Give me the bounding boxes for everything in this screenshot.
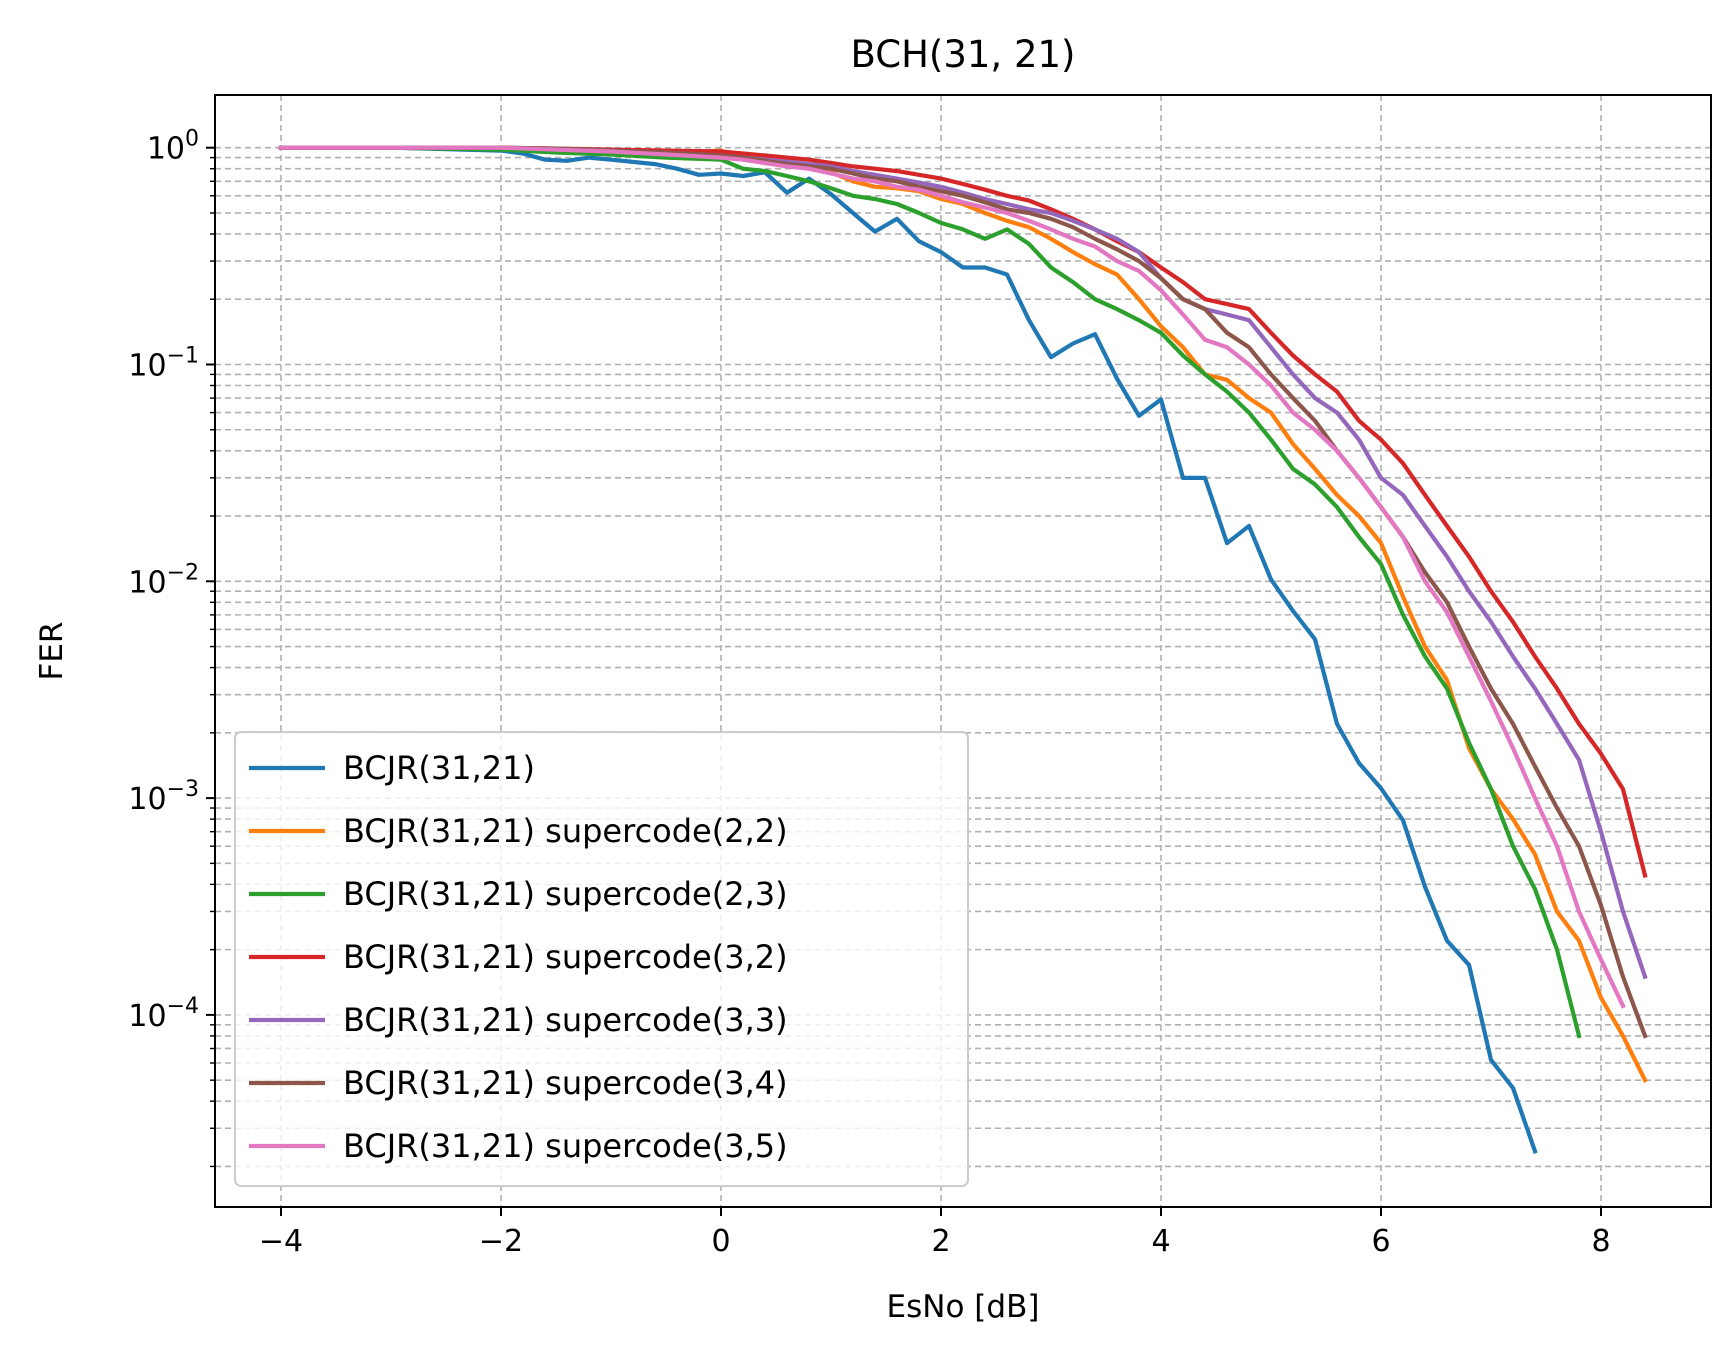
x-tick-label: 6: [1371, 1224, 1390, 1259]
chart-title: BCH(31, 21): [851, 33, 1076, 76]
y-tick-label: 100: [147, 127, 199, 167]
legend-label: BCJR(31,21) supercode(2,3): [343, 875, 788, 913]
x-tick-label: −2: [479, 1224, 523, 1259]
legend: BCJR(31,21) BCJR(31,21) supercode(2,2) BCJ…: [234, 731, 969, 1187]
legend-label: BCJR(31,21) supercode(3,5): [343, 1127, 788, 1165]
y-tick-label: 10−4: [128, 994, 199, 1034]
x-tick-label: 2: [931, 1224, 950, 1259]
series-line-7: [278, 145, 1626, 1009]
x-tick-label: 8: [1591, 1224, 1610, 1259]
series-line-3: [278, 145, 1582, 1039]
y-tick-label: 10−2: [128, 560, 199, 600]
plot-frame: [214, 94, 1712, 1208]
x-tick-label: 4: [1151, 1224, 1170, 1259]
y-tick-label: 10−3: [128, 777, 199, 817]
axis-ticks: −4 −2 0 2 4 6 8 10−4 10−3 10−2 10−1 100: [128, 127, 1610, 1259]
series-line-1: [278, 145, 1538, 1154]
series-line-4: [278, 145, 1648, 878]
legend-label: BCJR(31,21) supercode(2,2): [343, 812, 788, 850]
legend-label: BCJR(31,21): [343, 749, 535, 787]
series-line-6: [278, 145, 1648, 1039]
legend-label: BCJR(31,21) supercode(3,4): [343, 1064, 788, 1102]
x-tick-label: 0: [711, 1224, 730, 1259]
legend-box: [234, 731, 969, 1187]
y-axis-label: FER: [34, 622, 70, 681]
y-tick-label: 10−1: [128, 343, 199, 383]
x-axis-label: EsNo [dB]: [887, 1289, 1040, 1325]
legend-label: BCJR(31,21) supercode(3,2): [343, 938, 788, 976]
x-tick-label: −4: [259, 1224, 303, 1259]
legend-label: BCJR(31,21) supercode(3,3): [343, 1001, 788, 1039]
data-series: [278, 145, 1648, 1154]
